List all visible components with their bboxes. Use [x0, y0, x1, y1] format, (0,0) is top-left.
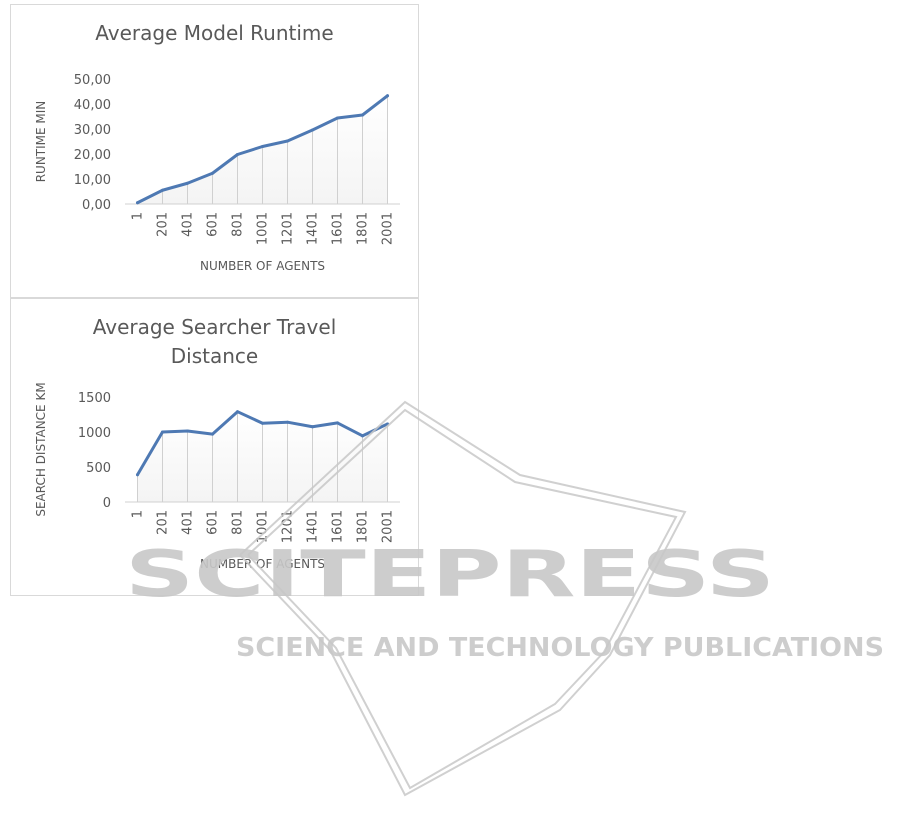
x-tick-label: 1801: [356, 510, 371, 543]
x-tick-label: 201: [156, 510, 171, 535]
x-axis-title: NUMBER OF AGENTS: [200, 557, 325, 571]
y-tick-label: 1500: [78, 391, 111, 406]
data-point: [211, 432, 214, 436]
x-tick-label: 2001: [381, 212, 396, 245]
y-tick-label: 30,00: [74, 123, 111, 138]
chart-panel-distance: Average Searcher Travel Distance 0 500 100…: [10, 298, 419, 596]
data-point: [311, 128, 314, 132]
y-tick-label: 500: [86, 461, 111, 476]
x-tick-label: 1001: [256, 510, 271, 543]
x-tick-label: 1001: [256, 212, 271, 245]
x-tick-label: 801: [231, 510, 246, 535]
data-point: [386, 422, 389, 426]
y-tick-label: 20,00: [74, 148, 111, 163]
data-point: [161, 430, 164, 434]
x-tick-label: 1201: [281, 212, 296, 245]
x-tick-label: 1801: [356, 212, 371, 245]
data-point: [236, 153, 239, 156]
x-tick-label: 2001: [381, 510, 396, 543]
x-tick-label: 201: [156, 212, 171, 237]
data-point: [361, 113, 364, 117]
y-axis-title: RUNTIME MIN: [34, 101, 48, 183]
data-point: [361, 434, 364, 438]
x-tick-label: 1601: [331, 212, 346, 245]
data-point: [186, 181, 189, 185]
y-tick-label: 50,00: [74, 73, 111, 88]
data-point: [286, 420, 289, 424]
x-tick-label: 1401: [306, 212, 321, 245]
x-tick-label: 401: [181, 212, 196, 237]
y-tick-label: 10,00: [74, 173, 111, 188]
data-point: [186, 429, 189, 433]
data-point: [336, 421, 339, 425]
chart-title: Average Model Runtime: [95, 21, 334, 45]
data-point: [161, 188, 164, 192]
y-axis-title: SEARCH DISTANCE KM: [34, 382, 48, 516]
data-point: [261, 421, 264, 425]
data-point: [211, 171, 214, 175]
data-point: [286, 139, 289, 143]
data-point: [311, 425, 314, 429]
x-tick-label: 1: [131, 212, 146, 220]
x-tick-label: 601: [206, 212, 221, 237]
x-tick-label: 801: [231, 212, 246, 237]
x-tick-label: 401: [181, 510, 196, 535]
x-tick-label: 601: [206, 510, 221, 535]
y-tick-label: 40,00: [74, 98, 111, 113]
x-tick-label: 1601: [331, 510, 346, 543]
y-tick-label: 0: [103, 496, 111, 511]
x-axis-title: NUMBER OF AGENTS: [200, 259, 325, 273]
chart-panel-runtime: Average Model Runtime 0,00 10,00 20,00 30,0…: [10, 4, 419, 298]
data-point: [136, 473, 139, 477]
data-point: [261, 145, 264, 148]
y-tick-label: 0,00: [82, 198, 111, 213]
x-tick-label: 1201: [281, 510, 296, 543]
x-tick-label: 1: [131, 510, 146, 518]
chart-title: Average Searcher Travel Distance: [92, 315, 337, 368]
x-tick-label: 1401: [306, 510, 321, 543]
watermark-tagline: SCIENCE AND TECHNOLOGY PUBLICATIONS: [236, 633, 884, 663]
data-point: [136, 201, 139, 205]
y-tick-label: 1000: [78, 426, 111, 441]
data-point: [236, 410, 239, 414]
data-point: [336, 116, 339, 120]
data-point: [386, 94, 389, 98]
